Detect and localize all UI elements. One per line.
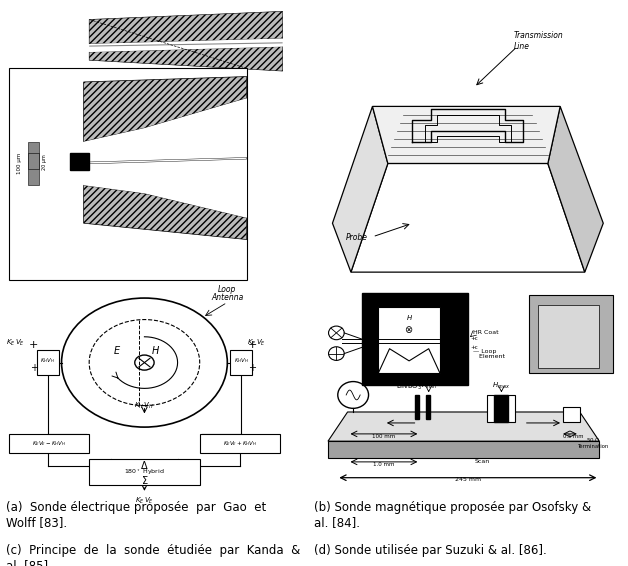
Text: H: H <box>406 315 412 320</box>
Text: E: E <box>114 346 120 356</box>
Text: Termination: Termination <box>578 444 609 449</box>
Text: 0.5 mm: 0.5 mm <box>563 434 583 439</box>
Bar <box>487 395 516 422</box>
Bar <box>89 460 200 485</box>
Text: +c: +c <box>470 345 479 350</box>
Polygon shape <box>332 106 388 272</box>
Bar <box>378 307 440 373</box>
Polygon shape <box>84 76 247 142</box>
Text: (b) Sonde magnétique proposée par Osofsky &
al. [84].: (b) Sonde magnétique proposée par Osofsk… <box>314 501 591 529</box>
Text: 180$^\circ$ Hybrid: 180$^\circ$ Hybrid <box>124 468 165 477</box>
Bar <box>70 153 89 170</box>
Text: (d) Sonde utilisée par Suzuki & al. [86].: (d) Sonde utilisée par Suzuki & al. [86]… <box>314 544 547 558</box>
Text: $K_E V_E - K_H V_H$: $K_E V_E - K_H V_H$ <box>32 439 67 448</box>
Text: 245 mm: 245 mm <box>455 477 481 482</box>
Text: Transmission: Transmission <box>514 32 564 41</box>
Text: Antenna: Antenna <box>211 293 244 302</box>
Text: (c)  Principe  de  la  sonde  étudiée  par  Kanda  &
al. [85].: (c) Principe de la sonde étudiée par Kan… <box>6 544 301 566</box>
Text: $\otimes$: $\otimes$ <box>404 324 414 335</box>
Polygon shape <box>89 42 283 46</box>
Text: +: + <box>247 340 257 350</box>
Polygon shape <box>84 157 247 164</box>
Text: $K_H V_H$: $K_H V_H$ <box>40 356 55 365</box>
Text: Probe: Probe <box>346 233 368 242</box>
Text: $\Sigma$: $\Sigma$ <box>141 474 148 486</box>
Text: $K_E V_E + K_H V_H$: $K_E V_E + K_H V_H$ <box>222 439 257 448</box>
Bar <box>230 350 252 375</box>
Polygon shape <box>89 46 283 71</box>
Text: $K_E\,V_E$: $K_E\,V_E$ <box>247 338 266 348</box>
Bar <box>28 142 40 185</box>
Text: HR Coat: HR Coat <box>474 331 499 336</box>
Text: +: + <box>30 340 38 350</box>
Polygon shape <box>351 164 585 272</box>
Text: $H_{min}$: $H_{min}$ <box>421 381 437 391</box>
Text: $K_E\,V_E$: $K_E\,V_E$ <box>6 338 25 348</box>
Text: (a)  Sonde électrique proposée  par  Gao  et
Wolff [83].: (a) Sonde électrique proposée par Gao et… <box>6 501 266 529</box>
Bar <box>362 293 468 385</box>
Text: Loop: Loop <box>218 285 237 294</box>
Text: +c: +c <box>470 336 479 341</box>
Polygon shape <box>89 38 283 52</box>
Text: $H_{max}$: $H_{max}$ <box>492 381 511 391</box>
Bar <box>9 68 247 280</box>
Text: Scan: Scan <box>474 459 489 464</box>
Bar <box>563 407 580 422</box>
Polygon shape <box>548 106 604 272</box>
Bar <box>494 395 509 422</box>
Bar <box>538 305 599 368</box>
Polygon shape <box>328 412 599 441</box>
Text: 20 µm: 20 µm <box>42 154 47 170</box>
Text: 100 mm: 100 mm <box>372 434 396 439</box>
Text: 50 $\Omega$: 50 $\Omega$ <box>587 436 601 444</box>
Text: LiNbO$_3$: LiNbO$_3$ <box>396 382 422 392</box>
Text: 100 µm: 100 µm <box>18 153 23 174</box>
Polygon shape <box>84 98 247 218</box>
Bar <box>414 395 419 419</box>
Polygon shape <box>84 185 247 239</box>
Text: — Loop: — Loop <box>474 349 497 354</box>
Bar <box>200 434 280 453</box>
Polygon shape <box>89 11 283 44</box>
Bar <box>426 395 430 419</box>
Bar <box>9 434 89 453</box>
Bar <box>36 350 59 375</box>
Text: $K_H\,V_H$: $K_H\,V_H$ <box>134 401 154 411</box>
Polygon shape <box>328 441 599 458</box>
Text: 1.0 mm: 1.0 mm <box>373 462 394 467</box>
Bar <box>28 153 40 169</box>
Text: $K_H V_H$: $K_H V_H$ <box>234 356 249 365</box>
Circle shape <box>135 355 154 370</box>
Text: +: + <box>248 363 256 373</box>
Bar <box>529 295 614 373</box>
Text: $\Delta$: $\Delta$ <box>140 459 149 471</box>
Text: +: + <box>30 363 38 373</box>
Text: Element: Element <box>474 354 506 358</box>
Text: H: H <box>152 346 159 356</box>
Polygon shape <box>372 106 560 164</box>
Text: $K_E\,V_E$: $K_E\,V_E$ <box>135 496 154 506</box>
Text: Line: Line <box>514 42 530 52</box>
